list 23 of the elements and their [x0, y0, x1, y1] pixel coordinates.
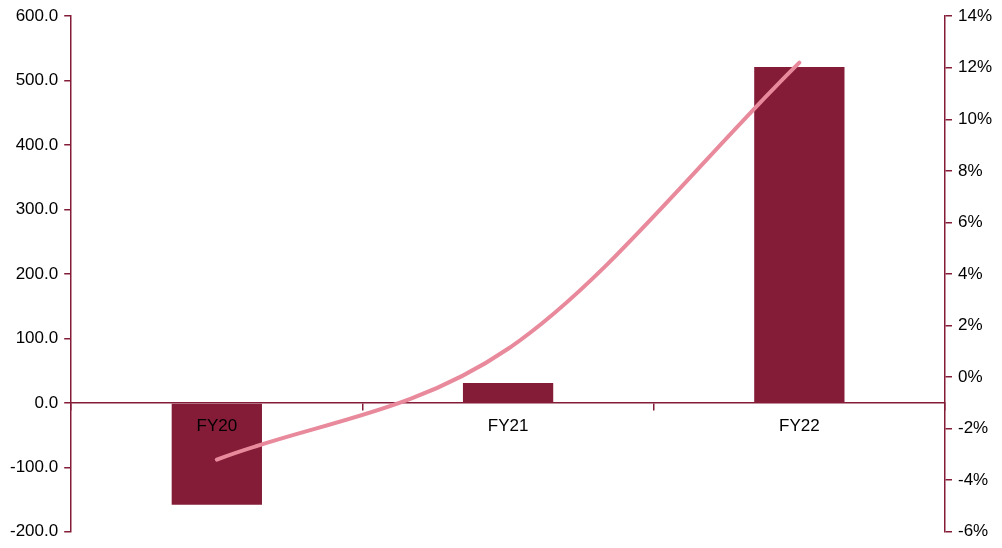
y-tick-label: 0.0: [34, 392, 59, 412]
y2-tick-label: 6%: [957, 212, 983, 232]
y2-tick-label: -4%: [957, 469, 989, 489]
x-tick-label: FY22: [779, 415, 820, 435]
y-tick-label: -100.0: [10, 457, 59, 477]
x-tick-label: FY20: [196, 415, 238, 435]
y2-tick-label: 4%: [957, 263, 983, 283]
y2-tick-label: 12%: [957, 57, 993, 77]
y-tick-label: 200.0: [15, 263, 59, 283]
y2-tick-label: 0%: [957, 366, 983, 386]
y-tick-label: -200.0: [10, 521, 59, 541]
y-tick-label: 600.0: [15, 5, 59, 25]
y-tick-label: 500.0: [15, 70, 59, 90]
x-tick-label: FY21: [487, 415, 529, 435]
y2-tick-label: 2%: [957, 315, 983, 335]
y2-tick-label: -2%: [957, 418, 989, 438]
y-tick-label: 400.0: [15, 134, 59, 154]
y2-tick-label: -6%: [957, 521, 989, 541]
y-tick-label: 300.0: [15, 199, 59, 219]
y2-tick-label: 8%: [957, 160, 983, 180]
y2-tick-label: 10%: [957, 109, 993, 129]
y2-tick-label: 14%: [957, 5, 993, 25]
y-tick-label: 100.0: [15, 328, 59, 348]
